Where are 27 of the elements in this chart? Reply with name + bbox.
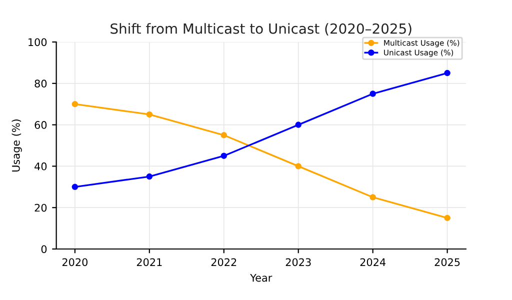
point <box>220 132 228 138</box>
x-tick-label: 2023 <box>286 258 311 266</box>
y-tick-label: 0 <box>41 245 47 254</box>
x-tick-label: 2021 <box>136 258 162 266</box>
y-tick-label: 60 <box>34 121 47 129</box>
point <box>220 152 228 159</box>
x-tick-label: 2025 <box>434 258 460 266</box>
point <box>444 214 450 222</box>
point <box>146 173 153 180</box>
point <box>295 163 302 170</box>
point <box>295 122 302 128</box>
y-tick-label: 20 <box>34 204 47 212</box>
point <box>444 70 450 76</box>
y-tick-label: 80 <box>34 80 47 88</box>
y-axis-title: Usage (%) <box>12 120 22 172</box>
y-tick-label: 100 <box>28 38 47 46</box>
x-axis-title: Year <box>250 274 272 282</box>
x-tick-label: 2020 <box>62 258 88 266</box>
point <box>72 184 78 190</box>
y-tick-label: 40 <box>34 162 47 170</box>
point <box>72 100 78 108</box>
chart-title: Shift from Multicast to Unicast (2020–2025) <box>110 23 412 36</box>
point <box>146 111 153 118</box>
x-tick-label: 2022 <box>211 258 236 266</box>
x-tick-label: 2024 <box>360 258 386 266</box>
point <box>370 194 376 200</box>
point <box>370 90 376 97</box>
